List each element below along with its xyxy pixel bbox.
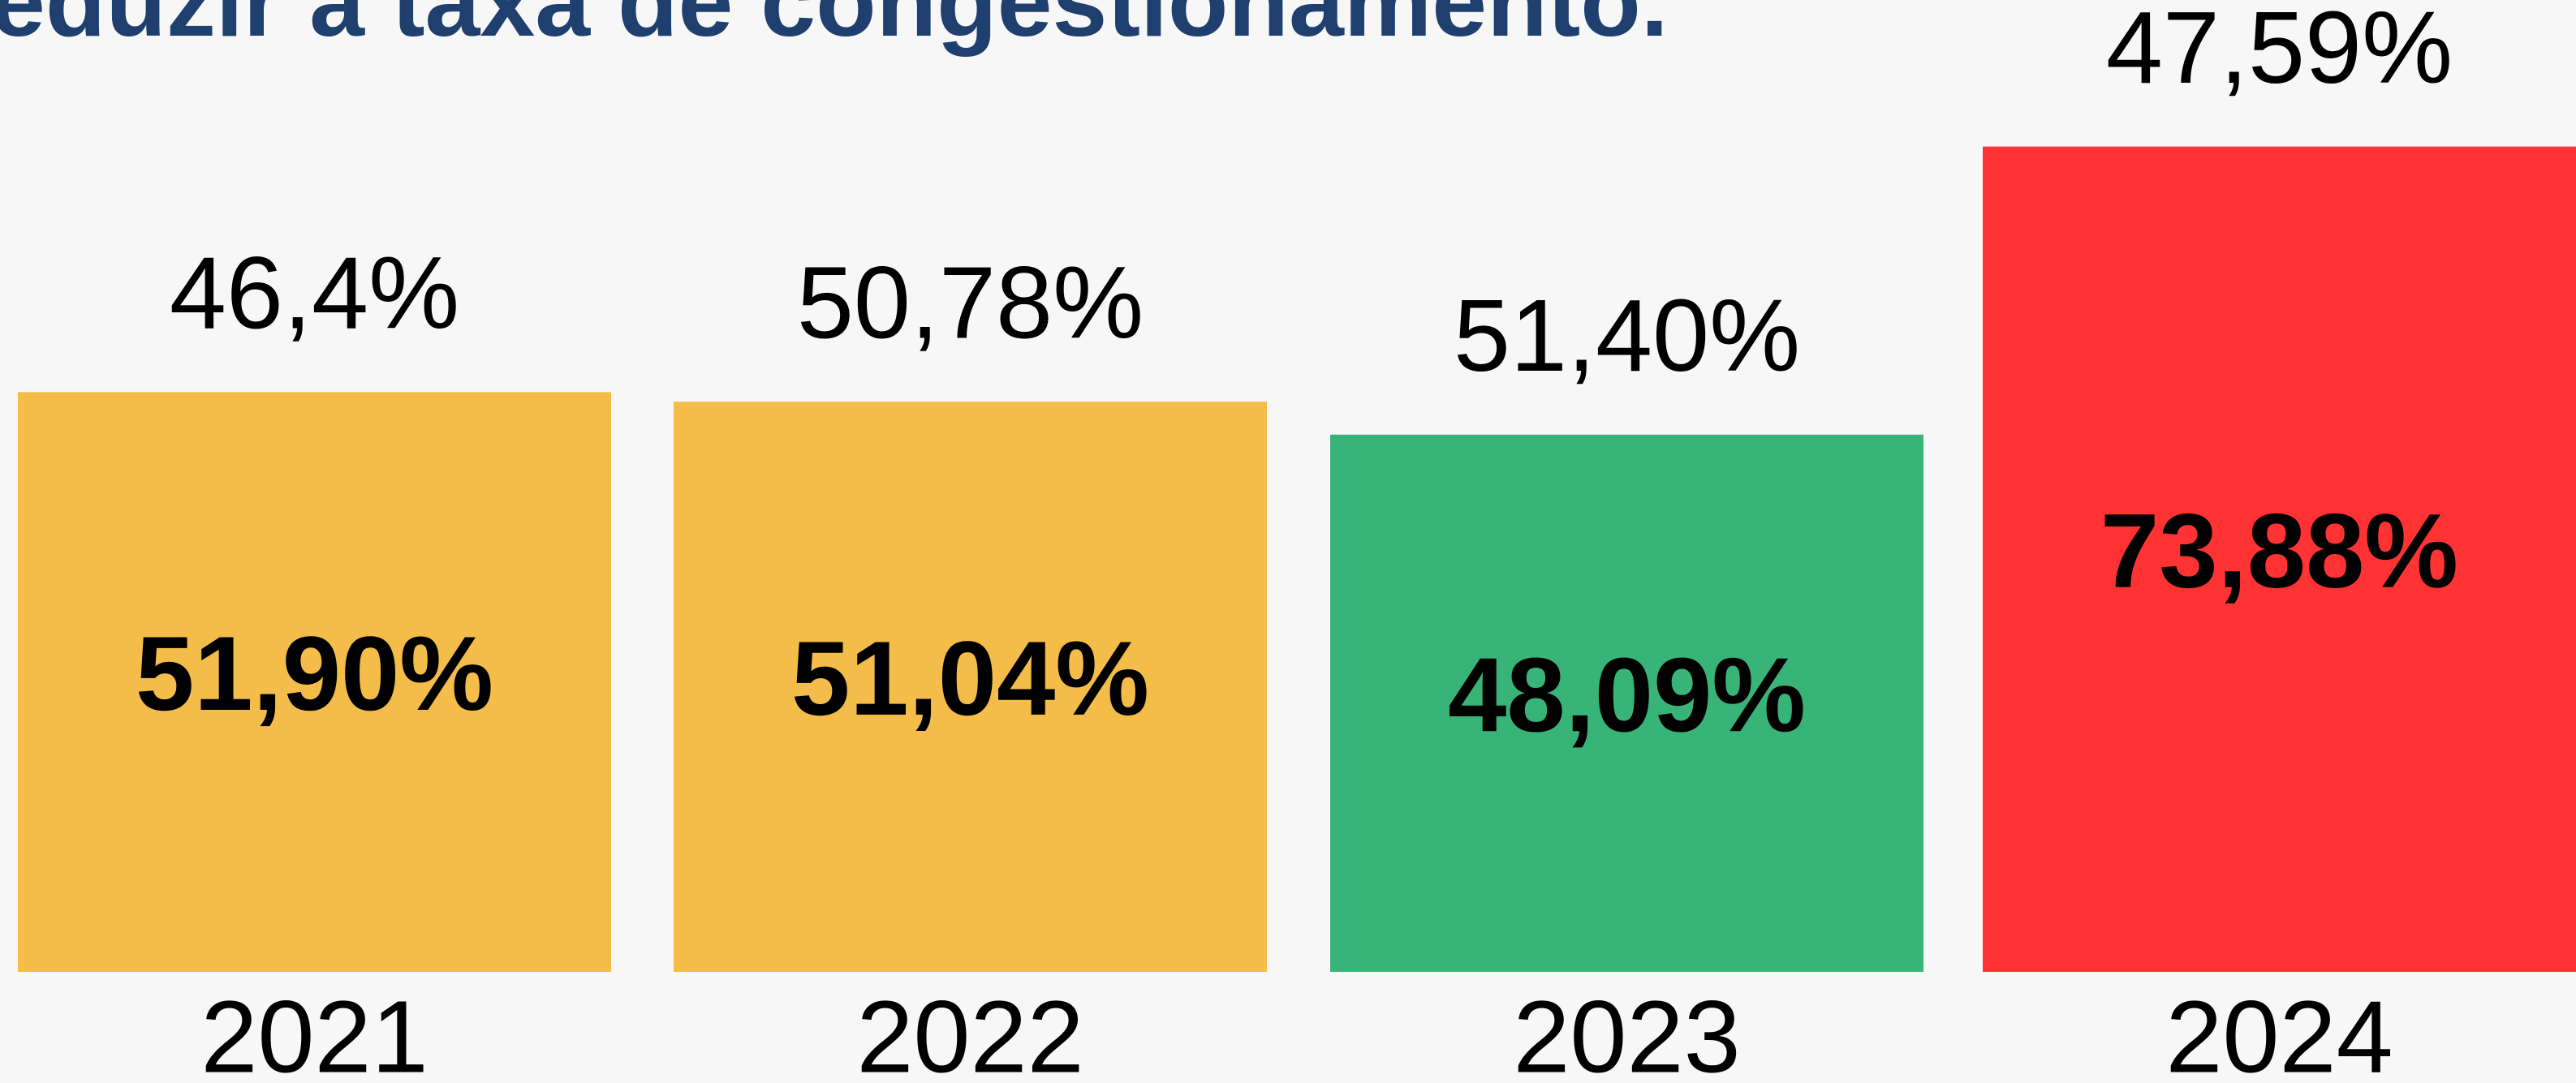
- bar: [1330, 434, 1923, 972]
- bar-value-label: 51,04%: [791, 619, 1149, 737]
- target-label: 50,78%: [797, 245, 1144, 359]
- x-tick-label: 2022: [856, 979, 1083, 1083]
- x-tick-label: 2021: [200, 979, 428, 1083]
- target-label: 51,40%: [1454, 278, 1800, 393]
- target-label: 47,59%: [2106, 0, 2453, 105]
- bar: [1983, 146, 2576, 972]
- x-tick-label: 2023: [1513, 979, 1740, 1083]
- bar: [674, 402, 1267, 972]
- x-tick-label: 2024: [2165, 979, 2393, 1083]
- chart-title: eduzir a taxa de congestionamento.: [0, 0, 1669, 57]
- bar-value-label: 51,90%: [136, 614, 493, 733]
- target-label: 46,4%: [170, 236, 459, 350]
- bar: [18, 392, 611, 972]
- bar-value-label: 48,09%: [1448, 635, 1806, 754]
- bar-value-label: 73,88%: [2100, 492, 2458, 610]
